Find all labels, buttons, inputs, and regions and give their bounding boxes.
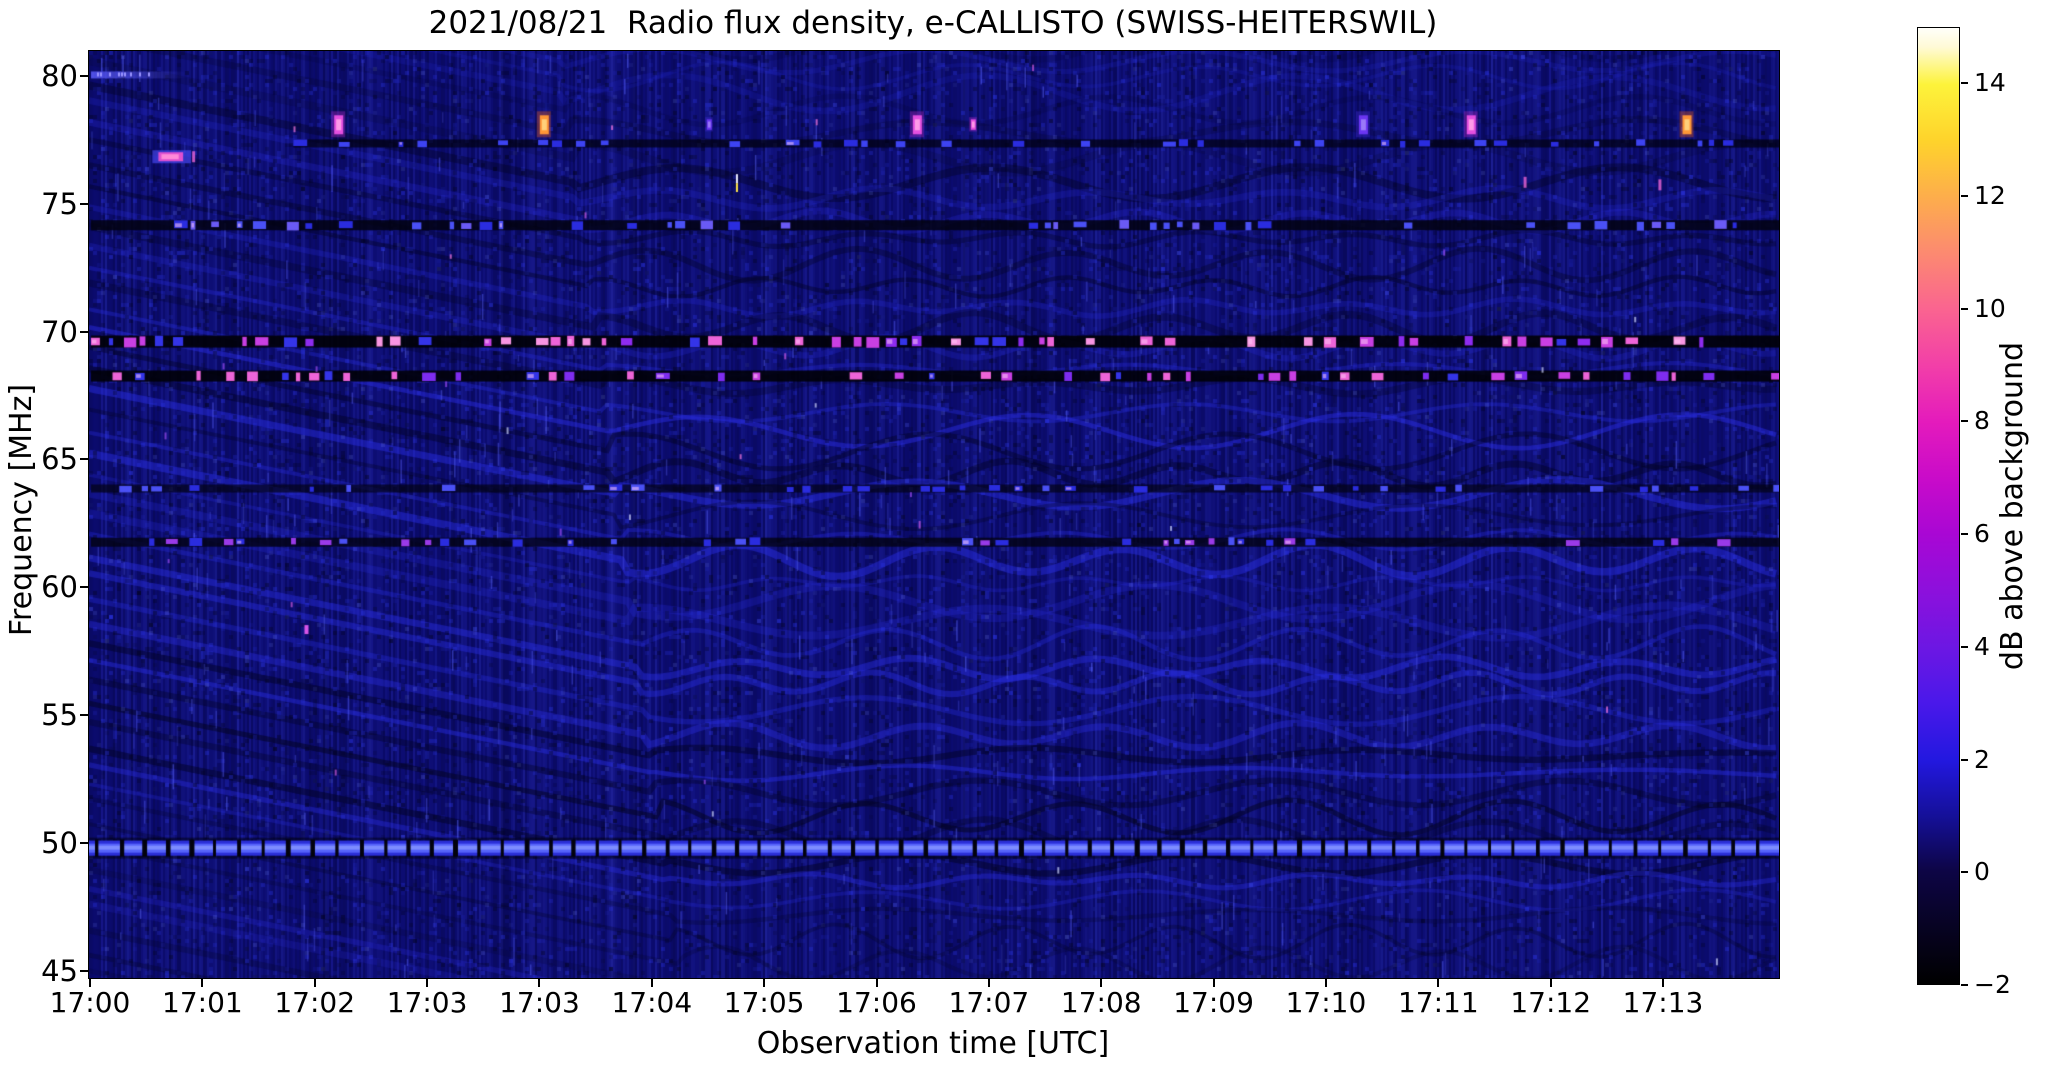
x-tick-label: 17:03 — [499, 986, 580, 1019]
colorbar-tick-mark — [1961, 420, 1968, 423]
x-tick-label: 17:13 — [1622, 986, 1704, 1019]
y-tick-mark — [80, 202, 88, 205]
x-tick-label: 17:12 — [1510, 986, 1592, 1019]
y-tick-mark — [80, 330, 88, 333]
x-tick-mark — [426, 979, 429, 987]
x-tick-label: 17:07 — [948, 986, 1030, 1019]
y-tick-mark — [80, 969, 88, 972]
colorbar-tick-label: 2 — [1974, 744, 1990, 774]
colorbar-tick-label: 8 — [1974, 406, 1990, 436]
colorbar-tick-mark — [1961, 307, 1968, 310]
colorbar-tick-label: 0 — [1974, 857, 1990, 887]
x-tick-mark — [1324, 979, 1327, 987]
y-tick-label: 65 — [41, 442, 78, 477]
y-tick-mark — [80, 586, 88, 589]
colorbar-tick-mark — [1961, 82, 1968, 85]
x-tick-mark — [1437, 979, 1440, 987]
x-tick-mark — [1662, 979, 1665, 987]
y-axis-label: Frequency [MHz] — [4, 383, 39, 637]
colorbar-tick-mark — [1961, 871, 1968, 874]
x-tick-mark — [89, 979, 91, 987]
colorbar-tick-label: −2 — [1974, 970, 2011, 999]
x-tick-mark — [1100, 979, 1103, 987]
y-tick-label: 80 — [41, 59, 78, 93]
colorbar-tick-label: 10 — [1974, 293, 2006, 323]
x-tick-mark — [313, 979, 316, 987]
colorbar-tick-label: 12 — [1974, 181, 2006, 211]
x-tick-mark — [987, 979, 990, 987]
x-tick-label: 17:02 — [274, 986, 356, 1019]
y-tick-mark — [80, 75, 88, 77]
x-tick-label: 17:10 — [1285, 986, 1367, 1019]
x-axis-label: Observation time [UTC] — [756, 1026, 1110, 1061]
x-tick-label: 17:08 — [1060, 986, 1142, 1019]
x-tick-mark — [1212, 979, 1215, 987]
colorbar-tick-mark — [1961, 195, 1968, 198]
x-tick-label: 17:05 — [723, 986, 805, 1019]
colorbar-tick-mark — [1961, 533, 1968, 536]
x-tick-label: 17:09 — [1173, 986, 1254, 1019]
y-tick-label: 60 — [41, 570, 78, 605]
x-tick-mark — [875, 979, 878, 987]
x-tick-mark — [1549, 979, 1552, 987]
y-tick-label: 70 — [41, 314, 78, 349]
y-tick-label: 50 — [41, 825, 78, 860]
y-tick-mark — [80, 841, 88, 844]
x-tick-label: 17:04 — [611, 986, 693, 1019]
y-tick-label: 45 — [41, 953, 78, 988]
colorbar-label: dB above background — [1995, 341, 2030, 671]
x-tick-mark — [538, 979, 541, 987]
colorbar — [1917, 27, 1960, 985]
x-tick-mark — [201, 979, 204, 987]
colorbar-tick-label: 14 — [1974, 68, 2006, 98]
y-tick-mark — [80, 714, 88, 716]
x-tick-mark — [650, 979, 653, 987]
colorbar-tick-label: 4 — [1974, 631, 1990, 661]
colorbar-tick-mark — [1961, 645, 1968, 648]
y-tick-label: 75 — [41, 186, 78, 221]
x-tick-label: 17:03 — [386, 986, 468, 1019]
x-tick-label: 17:01 — [162, 986, 243, 1019]
x-tick-label: 17:00 — [49, 986, 131, 1019]
spectrogram-canvas — [89, 51, 1779, 978]
chart-title: 2021/08/21 Radio flux density, e-CALLIST… — [428, 5, 1438, 41]
x-tick-label: 17:11 — [1397, 986, 1479, 1019]
colorbar-tick-mark — [1961, 758, 1968, 761]
x-tick-mark — [763, 979, 766, 987]
y-tick-label: 55 — [41, 698, 78, 732]
colorbar-tick-mark — [1961, 984, 1968, 986]
x-tick-label: 17:06 — [836, 986, 917, 1019]
colorbar-tick-label: 6 — [1974, 519, 1990, 549]
spectrogram-plot — [88, 50, 1780, 979]
y-tick-mark — [80, 458, 88, 461]
